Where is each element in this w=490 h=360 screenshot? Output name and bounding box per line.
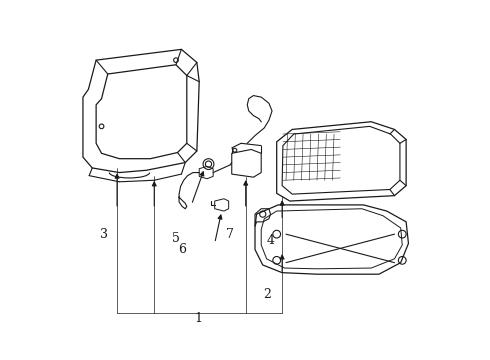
- Text: 5: 5: [172, 232, 180, 245]
- Text: 2: 2: [263, 288, 270, 301]
- Text: 6: 6: [178, 243, 186, 256]
- Text: 1: 1: [195, 312, 202, 325]
- Text: 7: 7: [226, 228, 234, 241]
- Text: 4: 4: [267, 234, 274, 247]
- Text: 3: 3: [100, 228, 108, 241]
